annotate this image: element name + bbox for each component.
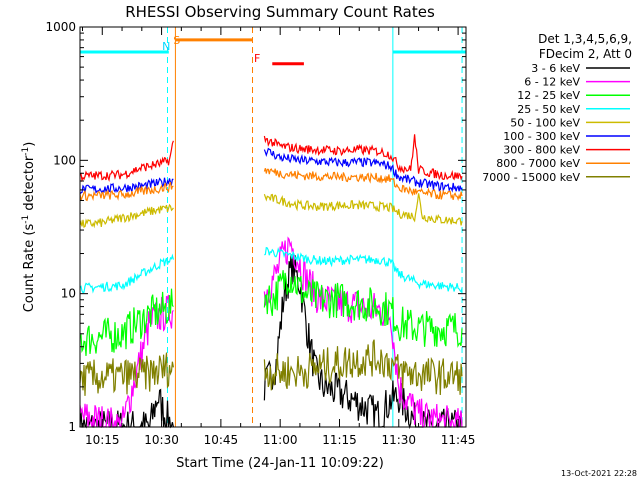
y-axis-label: Count Rate (s-1 detector-1)	[21, 142, 37, 313]
legend-entry-label: 3 - 6 keV	[531, 62, 580, 75]
x-tick-label: 10:30	[144, 433, 179, 447]
series-line-3	[264, 246, 463, 293]
series-line-6	[79, 140, 174, 183]
y-axis-label-part: Count Rate (s	[22, 224, 37, 313]
series-line-5	[263, 147, 463, 193]
series-line-4	[79, 203, 174, 229]
annotation-label: N	[162, 40, 170, 53]
y-axis: 1 10 100 1000	[45, 20, 466, 434]
series-line-2	[79, 288, 174, 356]
state-layer	[80, 38, 466, 66]
annotation-label: F	[254, 52, 260, 65]
series-line-8	[79, 352, 174, 396]
marker-layer	[167, 27, 463, 427]
series-line-0	[263, 253, 463, 430]
annotation-layer: N S F	[162, 34, 260, 65]
y-axis-label-part: )	[22, 142, 37, 147]
x-tick-label: 10:15	[85, 433, 120, 447]
series-line-7	[79, 181, 174, 202]
x-tick-label: 10:45	[204, 433, 239, 447]
legend-header-line: FDecim 2, Att 0	[539, 47, 632, 61]
x-tick-label: 11:00	[263, 433, 298, 447]
annotation-label: S	[173, 34, 180, 47]
chart-title: RHESSI Observing Summary Count Rates	[125, 3, 435, 21]
x-tick-label: 11:15	[322, 433, 357, 447]
series-line-7	[263, 168, 463, 202]
x-tick-label: 11:30	[381, 433, 416, 447]
footer-timestamp: 13-Oct-2021 22:28	[561, 469, 637, 478]
legend-entry-label: 12 - 25 keV	[517, 89, 580, 102]
legend-entry-label: 6 - 12 keV	[524, 76, 580, 89]
plot-frame	[79, 26, 467, 428]
series-layer	[79, 134, 463, 430]
y-tick-label: 1000	[45, 20, 76, 34]
series-line-6	[263, 134, 463, 182]
series-line-2	[263, 270, 463, 348]
series-line-8	[263, 339, 463, 396]
legend-entry-label: 50 - 100 keV	[510, 116, 580, 129]
x-axis: 10:15 10:30 10:45 11:00 11:15 11:30 11:45	[82, 27, 476, 447]
y-axis-label-exponent: -1	[21, 147, 31, 156]
y-tick-label: 1	[68, 420, 76, 434]
series-line-4	[263, 193, 463, 226]
y-tick-label: 10	[61, 287, 76, 301]
legend-entry-label: 300 - 800 keV	[503, 144, 580, 157]
x-axis-label: Start Time (24-Jan-11 10:09:22)	[176, 456, 384, 471]
y-axis-label-part: detector	[22, 155, 37, 215]
series-line-3	[79, 253, 174, 294]
legend-entry-label: 100 - 300 keV	[503, 130, 580, 143]
legend-entry-label: 25 - 50 keV	[517, 103, 580, 116]
x-tick-label: 11:45	[441, 433, 476, 447]
legend: Det 1,3,4,5,6,9, FDecim 2, Att 0 3 - 6 k…	[482, 32, 632, 184]
legend-header-line: Det 1,3,4,5,6,9,	[538, 32, 632, 46]
series-line-5	[79, 177, 174, 195]
y-axis-label-exponent: -1	[21, 215, 31, 224]
legend-entry-label: 800 - 7000 keV	[496, 157, 580, 170]
legend-entry-label: 7000 - 15000 keV	[482, 171, 580, 184]
y-tick-label: 100	[53, 153, 76, 167]
